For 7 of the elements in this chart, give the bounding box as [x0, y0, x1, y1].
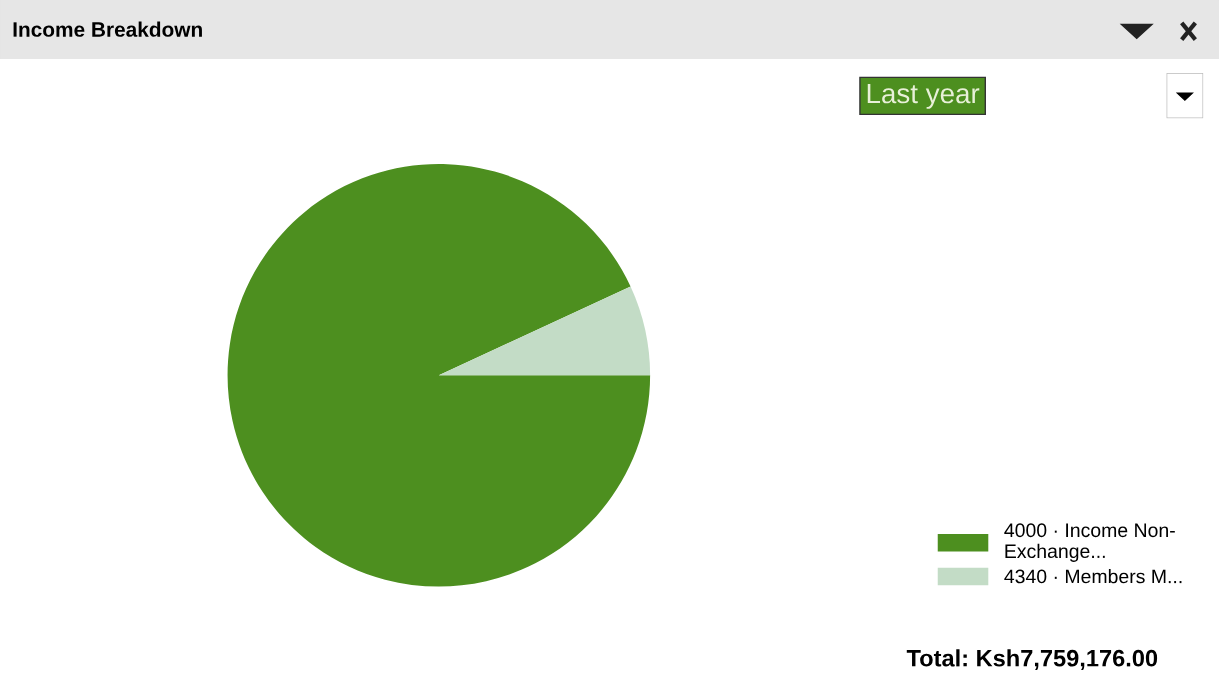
text: Total: Ksh7,759,176.00	[906, 649, 1158, 671]
legend-label: 4000 · Income Non-Exchange...	[1004, 523, 1175, 562]
text: Last year	[867, 83, 980, 109]
chart-title: Income Breakdown	[13, 21, 202, 37]
pie-slice	[438, 286, 651, 376]
legend-label: 4340 · Members M...	[1004, 569, 1182, 584]
pie-slice	[227, 164, 651, 587]
